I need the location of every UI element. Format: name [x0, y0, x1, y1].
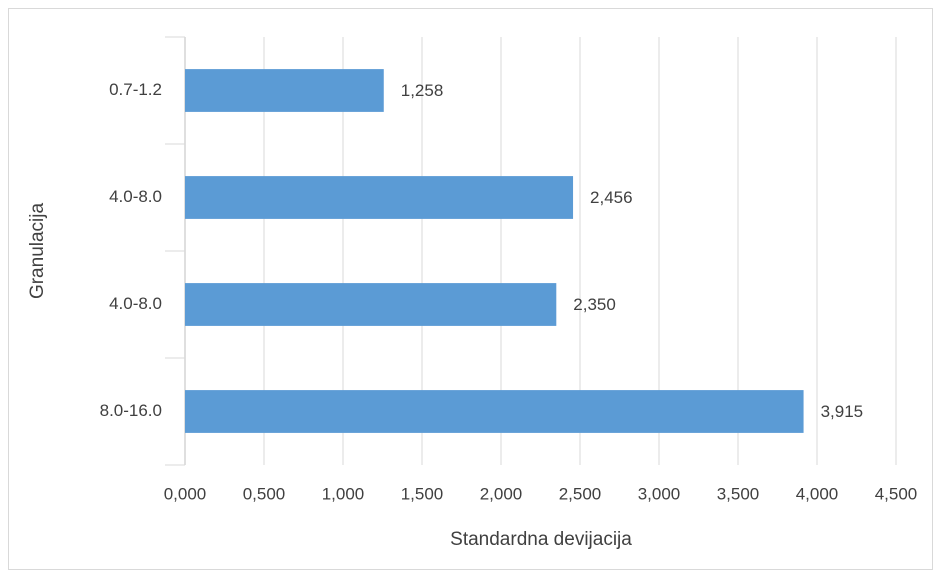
- data-label: 3,915: [821, 402, 864, 421]
- x-tick-label: 3,500: [717, 484, 760, 503]
- data-label: 2,456: [590, 188, 633, 207]
- x-tick-label: 2,000: [480, 484, 523, 503]
- bar: [185, 390, 804, 433]
- bar: [185, 176, 574, 219]
- y-tick-label: 0.7-1.2: [109, 80, 162, 99]
- y-axis-title: Granulacija: [27, 203, 48, 300]
- x-axis-title: Standardna devijacija: [450, 529, 632, 550]
- x-tick-label: 4,000: [796, 484, 839, 503]
- y-tick-label: 8.0-16.0: [100, 401, 162, 420]
- data-label: 2,350: [573, 295, 616, 314]
- x-tick-label: 0,000: [164, 484, 207, 503]
- x-tick-label: 4,500: [875, 484, 918, 503]
- bar: [185, 69, 384, 112]
- x-tick-label: 1,500: [401, 484, 444, 503]
- bar: [185, 283, 557, 326]
- x-tick-label: 2,500: [559, 484, 602, 503]
- x-tick-label: 0,500: [243, 484, 286, 503]
- y-tick-label: 4.0-8.0: [109, 294, 162, 313]
- data-label: 1,258: [401, 81, 444, 100]
- y-tick-label: 4.0-8.0: [109, 187, 162, 206]
- x-tick-label: 3,000: [638, 484, 681, 503]
- x-tick-label: 1,000: [322, 484, 365, 503]
